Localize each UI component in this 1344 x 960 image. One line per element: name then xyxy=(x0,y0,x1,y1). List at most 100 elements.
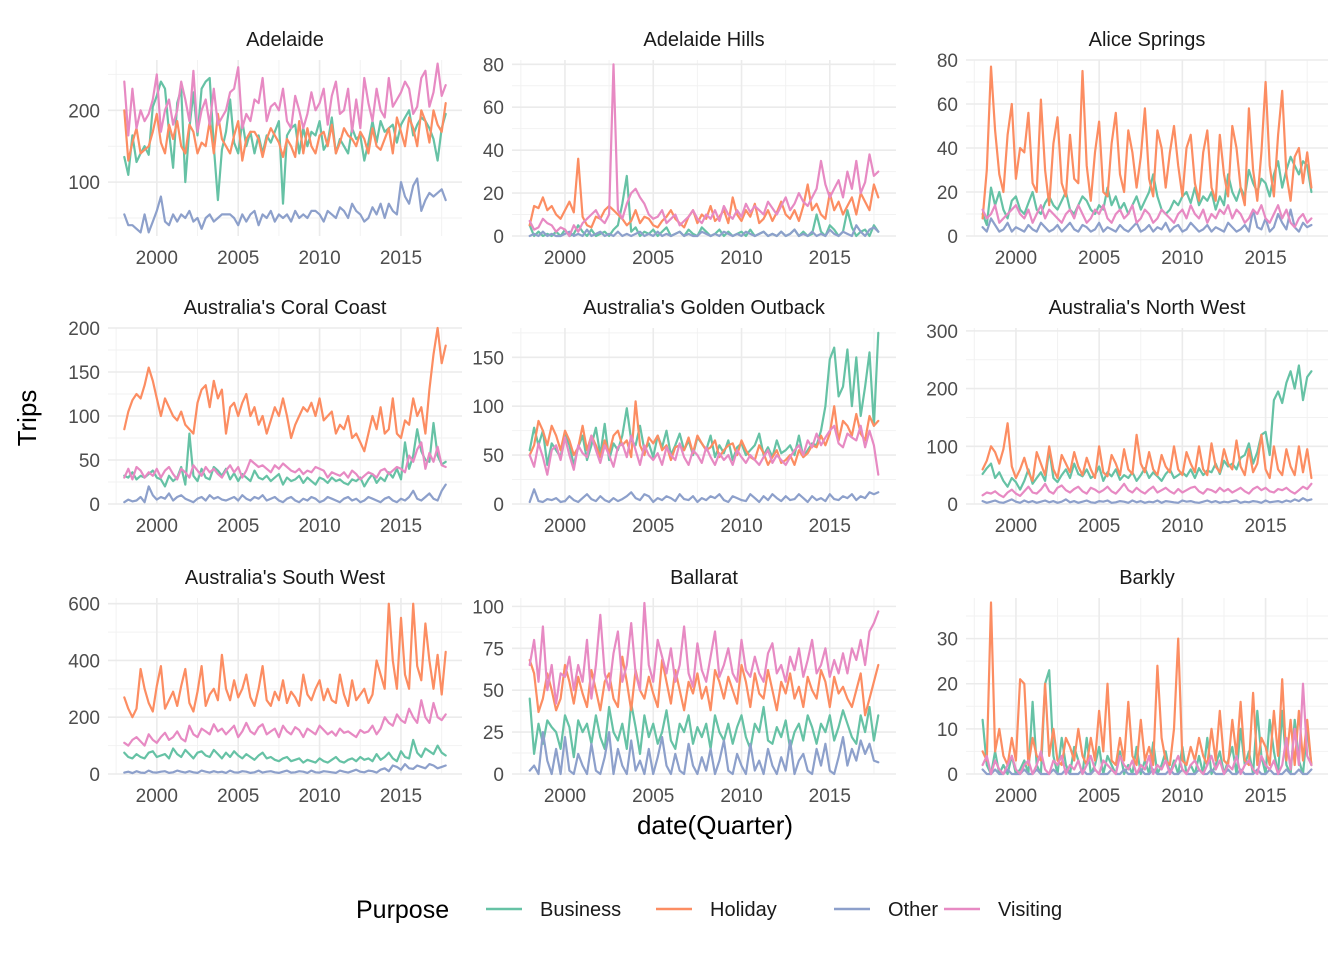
legend-label: Business xyxy=(540,899,621,921)
x-tick-label: 2000 xyxy=(995,248,1037,269)
panel-title: Adelaide Hills xyxy=(643,29,764,51)
panel-grid xyxy=(108,327,462,505)
x-tick-label: 2015 xyxy=(809,248,851,269)
y-tick-label: 100 xyxy=(472,397,504,418)
x-tick-label: 2005 xyxy=(632,516,674,537)
panel-title: Alice Springs xyxy=(1089,29,1206,51)
x-tick-label: 2005 xyxy=(1078,516,1120,537)
y-tick-label: 100 xyxy=(926,437,958,458)
legend-label: Visiting xyxy=(998,899,1062,921)
x-tick-label: 2015 xyxy=(809,786,851,807)
x-tick-label: 2010 xyxy=(720,516,762,537)
x-tick-label: 2005 xyxy=(1078,248,1120,269)
series-line-other xyxy=(528,730,880,776)
y-tick-label: 75 xyxy=(483,639,504,660)
legend-item-visiting: Visiting xyxy=(944,899,1062,921)
y-axis-label: Trips xyxy=(12,390,42,447)
x-tick-label: 2010 xyxy=(720,786,762,807)
y-tick-label: 60 xyxy=(937,95,958,116)
series-line-other xyxy=(123,762,447,775)
series-line-visiting xyxy=(123,62,447,137)
series-line-visiting xyxy=(123,441,447,481)
y-tick-label: 10 xyxy=(937,720,958,741)
x-tick-label: 2005 xyxy=(217,248,259,269)
legend-label: Holiday xyxy=(710,899,777,921)
series-line-business xyxy=(528,697,880,759)
panel-adelaide: Adelaide 100 200 2000 2005 2010 2015 xyxy=(68,29,462,269)
y-tick-label: 0 xyxy=(493,227,504,248)
y-tick-label: 80 xyxy=(937,51,958,72)
y-tick-label: 200 xyxy=(68,319,100,340)
y-tick-label: 0 xyxy=(89,765,100,786)
panel-australia-s-south-west: Australia's South West 0 200 400 600 2000 2005… xyxy=(68,567,462,807)
x-tick-label: 2015 xyxy=(380,248,422,269)
series-line-business xyxy=(123,738,447,764)
y-tick-label: 0 xyxy=(89,495,100,516)
x-tick-label: 2015 xyxy=(1244,516,1286,537)
legend: Purpose Business Holiday Other Visiting xyxy=(356,896,1062,924)
panel-grid xyxy=(512,60,896,237)
series-line-visiting xyxy=(528,424,880,476)
legend-label: Other xyxy=(888,899,938,921)
x-tick-label: 2005 xyxy=(632,248,674,269)
x-tick-label: 2015 xyxy=(380,786,422,807)
x-tick-label: 2010 xyxy=(1161,248,1203,269)
y-tick-label: 400 xyxy=(68,651,100,672)
y-tick-label: 0 xyxy=(947,495,958,516)
x-tick-label: 2010 xyxy=(298,516,340,537)
y-tick-label: 20 xyxy=(483,184,504,205)
y-tick-label: 25 xyxy=(483,723,504,744)
series-line-business xyxy=(981,669,1313,776)
series-line-holiday xyxy=(528,400,880,466)
panel-grid xyxy=(966,328,1328,505)
x-tick-label: 2005 xyxy=(632,786,674,807)
series-line-visiting xyxy=(981,204,1313,229)
x-tick-label: 2015 xyxy=(1244,248,1286,269)
y-tick-label: 0 xyxy=(493,495,504,516)
y-tick-label: 600 xyxy=(68,595,100,616)
panel-barkly: Barkly 0 10 20 30 2000 2005 2010 2015 xyxy=(937,567,1328,807)
series-line-other xyxy=(981,497,1313,504)
y-tick-label: 0 xyxy=(947,765,958,786)
panel-alice-springs: Alice Springs 0 20 40 60 80 2000 2005 2010 2015 xyxy=(937,29,1328,269)
x-tick-label: 2010 xyxy=(720,248,762,269)
series-line-visiting xyxy=(981,682,1313,776)
y-tick-label: 100 xyxy=(68,407,100,428)
series-line-other xyxy=(123,177,447,234)
x-tick-label: 2000 xyxy=(995,516,1037,537)
panel-adelaide-hills: Adelaide Hills 0 20 40 60 80 2000 2005 2010 2015 xyxy=(483,29,896,269)
x-axis-label: date(Quarter) xyxy=(637,810,793,840)
series-line-business xyxy=(981,364,1313,491)
series-line-other xyxy=(981,208,1313,233)
series-line-visiting xyxy=(528,63,880,238)
y-tick-label: 60 xyxy=(483,98,504,119)
series-line-holiday xyxy=(528,655,880,717)
panel-title: Australia's Golden Outback xyxy=(583,297,826,319)
y-tick-label: 50 xyxy=(79,451,100,472)
y-tick-label: 100 xyxy=(68,173,100,194)
panel-australia-s-coral-coast: Australia's Coral Coast 0 50 100 150 200 2000 2… xyxy=(68,297,462,537)
panel-title: Barkly xyxy=(1119,567,1175,589)
series-line-visiting xyxy=(123,699,447,747)
series-line-visiting xyxy=(528,601,880,705)
series-line-other xyxy=(981,768,1313,776)
panel-grid xyxy=(512,328,896,505)
panel-australia-s-golden-outback: Australia's Golden Outback 0 50 100 150 2000 2… xyxy=(472,297,896,537)
series-line-other xyxy=(528,488,880,504)
panel-ballarat: Ballarat 0 25 50 75 100 2000 2005 2010 2015 xyxy=(472,567,896,807)
y-tick-label: 300 xyxy=(926,322,958,343)
panel-title: Australia's Coral Coast xyxy=(184,297,387,319)
x-tick-label: 2000 xyxy=(136,786,178,807)
y-tick-label: 200 xyxy=(926,380,958,401)
series-line-holiday xyxy=(123,326,447,453)
y-tick-label: 80 xyxy=(483,55,504,76)
series-line-holiday xyxy=(981,422,1313,482)
x-tick-label: 2005 xyxy=(1078,786,1120,807)
series-line-other xyxy=(123,483,447,504)
y-tick-label: 100 xyxy=(472,597,504,618)
series-line-visiting xyxy=(981,482,1313,499)
series-line-business xyxy=(528,174,880,238)
series-line-other xyxy=(528,224,880,238)
x-tick-label: 2015 xyxy=(380,516,422,537)
